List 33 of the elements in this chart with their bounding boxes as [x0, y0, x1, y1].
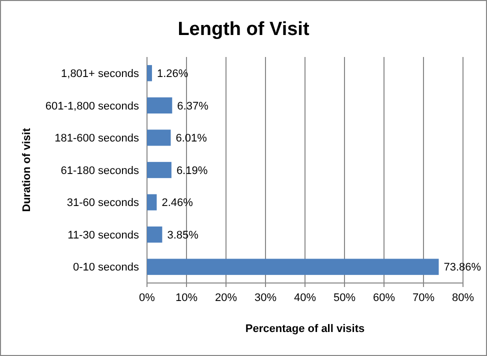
- bar: [147, 97, 172, 114]
- x-tick-label: 30%: [254, 292, 277, 304]
- x-tick-label: 50%: [333, 292, 356, 304]
- x-tick-label: 70%: [412, 292, 435, 304]
- x-tick-label: 0%: [139, 292, 156, 304]
- x-tick-label: 10%: [175, 292, 198, 304]
- data-label: 1.26%: [156, 68, 188, 80]
- bar: [147, 258, 439, 275]
- x-tick-label: 60%: [372, 292, 396, 304]
- y-tick-label: 181-600 seconds: [54, 132, 140, 145]
- bar: [147, 226, 162, 243]
- y-tick-label: 11-30 seconds: [68, 229, 140, 242]
- x-tick-label: 40%: [294, 292, 316, 304]
- x-tick-label: 80%: [452, 292, 474, 304]
- y-axis-title: Duration of visit: [21, 128, 33, 212]
- y-tick-label: 31-60 seconds: [66, 197, 140, 210]
- data-label: 73.86%: [444, 262, 482, 274]
- data-label: 3.85%: [167, 229, 199, 242]
- data-label: 6.01%: [176, 132, 208, 145]
- bar: [147, 194, 157, 210]
- x-axis-title: Percentage of all visits: [245, 323, 365, 335]
- bar: [147, 162, 172, 178]
- data-label: 6.37%: [177, 100, 209, 112]
- y-tick-label: 61-180 seconds: [60, 164, 140, 177]
- chart-title: Length of Visit: [178, 19, 310, 40]
- y-tick-label: 1,801+ seconds: [61, 68, 140, 80]
- data-label: 2.46%: [162, 197, 194, 210]
- bar: [147, 130, 171, 146]
- data-label: 6.19%: [176, 164, 208, 177]
- y-tick-label: 601-1,800 seconds: [45, 100, 140, 112]
- bar: [147, 65, 152, 82]
- x-tick-label: 20%: [214, 292, 238, 304]
- y-tick-label: 0-10 seconds: [72, 262, 140, 274]
